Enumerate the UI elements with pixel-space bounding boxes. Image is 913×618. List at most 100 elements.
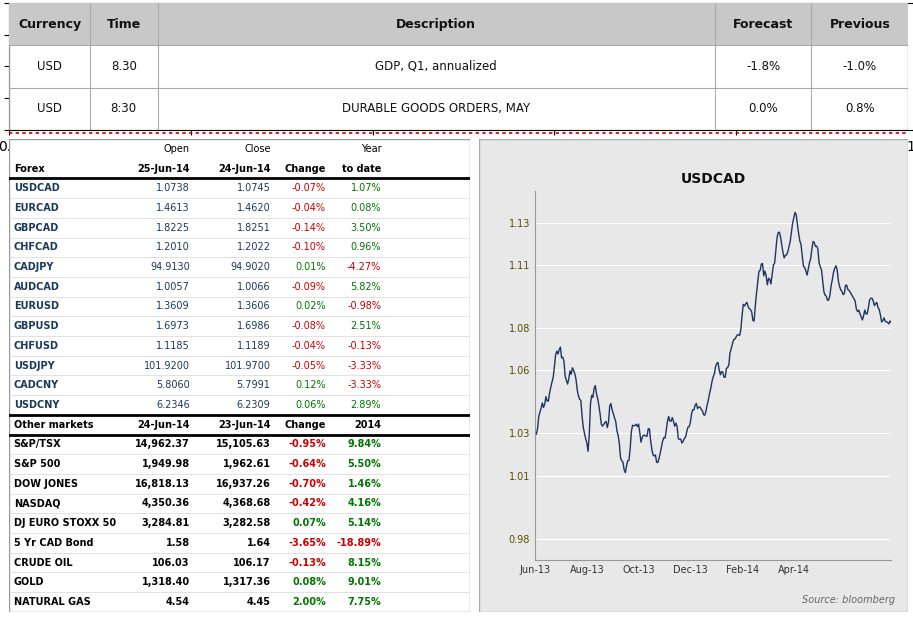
Text: 5.14%: 5.14% bbox=[348, 518, 382, 528]
Text: 4.16%: 4.16% bbox=[348, 499, 382, 509]
Text: Year: Year bbox=[361, 144, 382, 154]
Text: Other markets: Other markets bbox=[14, 420, 93, 430]
Text: CHFCAD: CHFCAD bbox=[14, 242, 58, 252]
Text: 9.84%: 9.84% bbox=[347, 439, 382, 449]
Text: 2.51%: 2.51% bbox=[351, 321, 382, 331]
Text: 2.89%: 2.89% bbox=[351, 400, 382, 410]
Text: 5.82%: 5.82% bbox=[351, 282, 382, 292]
Text: 1.8225: 1.8225 bbox=[156, 222, 190, 233]
Text: 3.50%: 3.50% bbox=[351, 222, 382, 233]
Text: -0.42%: -0.42% bbox=[289, 499, 326, 509]
Text: CADCNY: CADCNY bbox=[14, 380, 58, 391]
Text: -4.27%: -4.27% bbox=[347, 262, 382, 272]
Text: Currency: Currency bbox=[18, 18, 81, 31]
Text: GDP, Q1, annualized: GDP, Q1, annualized bbox=[375, 60, 498, 73]
Text: 5.8060: 5.8060 bbox=[156, 380, 190, 391]
Text: -0.10%: -0.10% bbox=[292, 242, 326, 252]
Text: -0.98%: -0.98% bbox=[347, 302, 382, 311]
Text: Change: Change bbox=[285, 420, 326, 430]
Text: Open: Open bbox=[163, 144, 190, 154]
Text: 1.0745: 1.0745 bbox=[236, 184, 270, 193]
Text: -0.05%: -0.05% bbox=[292, 360, 326, 371]
Text: -0.64%: -0.64% bbox=[289, 459, 326, 469]
Text: 1.1185: 1.1185 bbox=[156, 341, 190, 351]
Text: 1.4613: 1.4613 bbox=[156, 203, 190, 213]
Text: Source: bloomberg: Source: bloomberg bbox=[803, 595, 896, 605]
Text: 1.6973: 1.6973 bbox=[156, 321, 190, 331]
Text: S&P 500: S&P 500 bbox=[14, 459, 60, 469]
Text: -0.04%: -0.04% bbox=[292, 341, 326, 351]
Text: 0.8%: 0.8% bbox=[845, 102, 875, 115]
Text: 23-Jun-14: 23-Jun-14 bbox=[218, 420, 270, 430]
Text: 14,962.37: 14,962.37 bbox=[135, 439, 190, 449]
Text: 1,949.98: 1,949.98 bbox=[142, 459, 190, 469]
Text: S&P/TSX: S&P/TSX bbox=[14, 439, 61, 449]
Text: 7.75%: 7.75% bbox=[348, 597, 382, 607]
Text: 94.9130: 94.9130 bbox=[150, 262, 190, 272]
Text: 1.07%: 1.07% bbox=[351, 184, 382, 193]
Text: 5.7991: 5.7991 bbox=[236, 380, 270, 391]
Text: 6.2346: 6.2346 bbox=[156, 400, 190, 410]
Text: AUDCAD: AUDCAD bbox=[14, 282, 59, 292]
Text: 5.50%: 5.50% bbox=[348, 459, 382, 469]
Text: -3.33%: -3.33% bbox=[347, 380, 382, 391]
Text: 2014: 2014 bbox=[354, 420, 382, 430]
Text: GOLD: GOLD bbox=[14, 577, 44, 587]
Text: USDJPY: USDJPY bbox=[14, 360, 55, 371]
Text: DURABLE GOODS ORDERS, MAY: DURABLE GOODS ORDERS, MAY bbox=[342, 102, 530, 115]
Text: -0.70%: -0.70% bbox=[289, 479, 326, 489]
Text: Close: Close bbox=[244, 144, 270, 154]
Text: Change: Change bbox=[285, 164, 326, 174]
Text: 4.45: 4.45 bbox=[247, 597, 270, 607]
Text: 8:30: 8:30 bbox=[110, 102, 137, 115]
Text: 101.9700: 101.9700 bbox=[225, 360, 270, 371]
Text: 4,350.36: 4,350.36 bbox=[142, 499, 190, 509]
Text: 1.0057: 1.0057 bbox=[156, 282, 190, 292]
Text: -0.09%: -0.09% bbox=[292, 282, 326, 292]
Text: 16,937.26: 16,937.26 bbox=[215, 479, 270, 489]
Text: 9.01%: 9.01% bbox=[348, 577, 382, 587]
Text: 5 Yr CAD Bond: 5 Yr CAD Bond bbox=[14, 538, 93, 548]
Text: 1.0066: 1.0066 bbox=[237, 282, 270, 292]
Text: 1.6986: 1.6986 bbox=[237, 321, 270, 331]
Text: 2.00%: 2.00% bbox=[292, 597, 326, 607]
Text: Previous: Previous bbox=[830, 18, 890, 31]
Text: 1.3609: 1.3609 bbox=[156, 302, 190, 311]
Text: -3.65%: -3.65% bbox=[289, 538, 326, 548]
Text: 1.3606: 1.3606 bbox=[237, 302, 270, 311]
Text: USD: USD bbox=[37, 60, 62, 73]
Text: 4.54: 4.54 bbox=[166, 597, 190, 607]
Text: EURUSD: EURUSD bbox=[14, 302, 58, 311]
Text: 0.02%: 0.02% bbox=[295, 302, 326, 311]
Text: 1,318.40: 1,318.40 bbox=[142, 577, 190, 587]
Text: -0.13%: -0.13% bbox=[289, 557, 326, 567]
Text: 0.08%: 0.08% bbox=[292, 577, 326, 587]
Text: 4,368.68: 4,368.68 bbox=[222, 499, 270, 509]
Text: 94.9020: 94.9020 bbox=[231, 262, 270, 272]
Text: -1.8%: -1.8% bbox=[746, 60, 781, 73]
Text: 0.96%: 0.96% bbox=[351, 242, 382, 252]
Text: -0.07%: -0.07% bbox=[292, 184, 326, 193]
Text: GBPCAD: GBPCAD bbox=[14, 222, 59, 233]
Text: 0.08%: 0.08% bbox=[351, 203, 382, 213]
Text: 1.2010: 1.2010 bbox=[156, 242, 190, 252]
Text: 0.0%: 0.0% bbox=[749, 102, 778, 115]
Text: DJ EURO STOXX 50: DJ EURO STOXX 50 bbox=[14, 518, 116, 528]
Text: 0.06%: 0.06% bbox=[296, 400, 326, 410]
Text: 1,962.61: 1,962.61 bbox=[223, 459, 270, 469]
Text: CADJPY: CADJPY bbox=[14, 262, 54, 272]
Text: -0.13%: -0.13% bbox=[347, 341, 382, 351]
Text: 8.30: 8.30 bbox=[110, 60, 137, 73]
Text: 15,105.63: 15,105.63 bbox=[215, 439, 270, 449]
Text: 106.03: 106.03 bbox=[152, 557, 190, 567]
Text: 1.46%: 1.46% bbox=[348, 479, 382, 489]
Text: CHFUSD: CHFUSD bbox=[14, 341, 58, 351]
Text: -0.95%: -0.95% bbox=[289, 439, 326, 449]
Text: 16,818.13: 16,818.13 bbox=[135, 479, 190, 489]
Text: DOW JONES: DOW JONES bbox=[14, 479, 78, 489]
Text: USDCNY: USDCNY bbox=[14, 400, 59, 410]
Bar bbox=[9, 3, 908, 45]
Text: 106.17: 106.17 bbox=[233, 557, 270, 567]
Text: 8.15%: 8.15% bbox=[347, 557, 382, 567]
Text: 1.58: 1.58 bbox=[166, 538, 190, 548]
